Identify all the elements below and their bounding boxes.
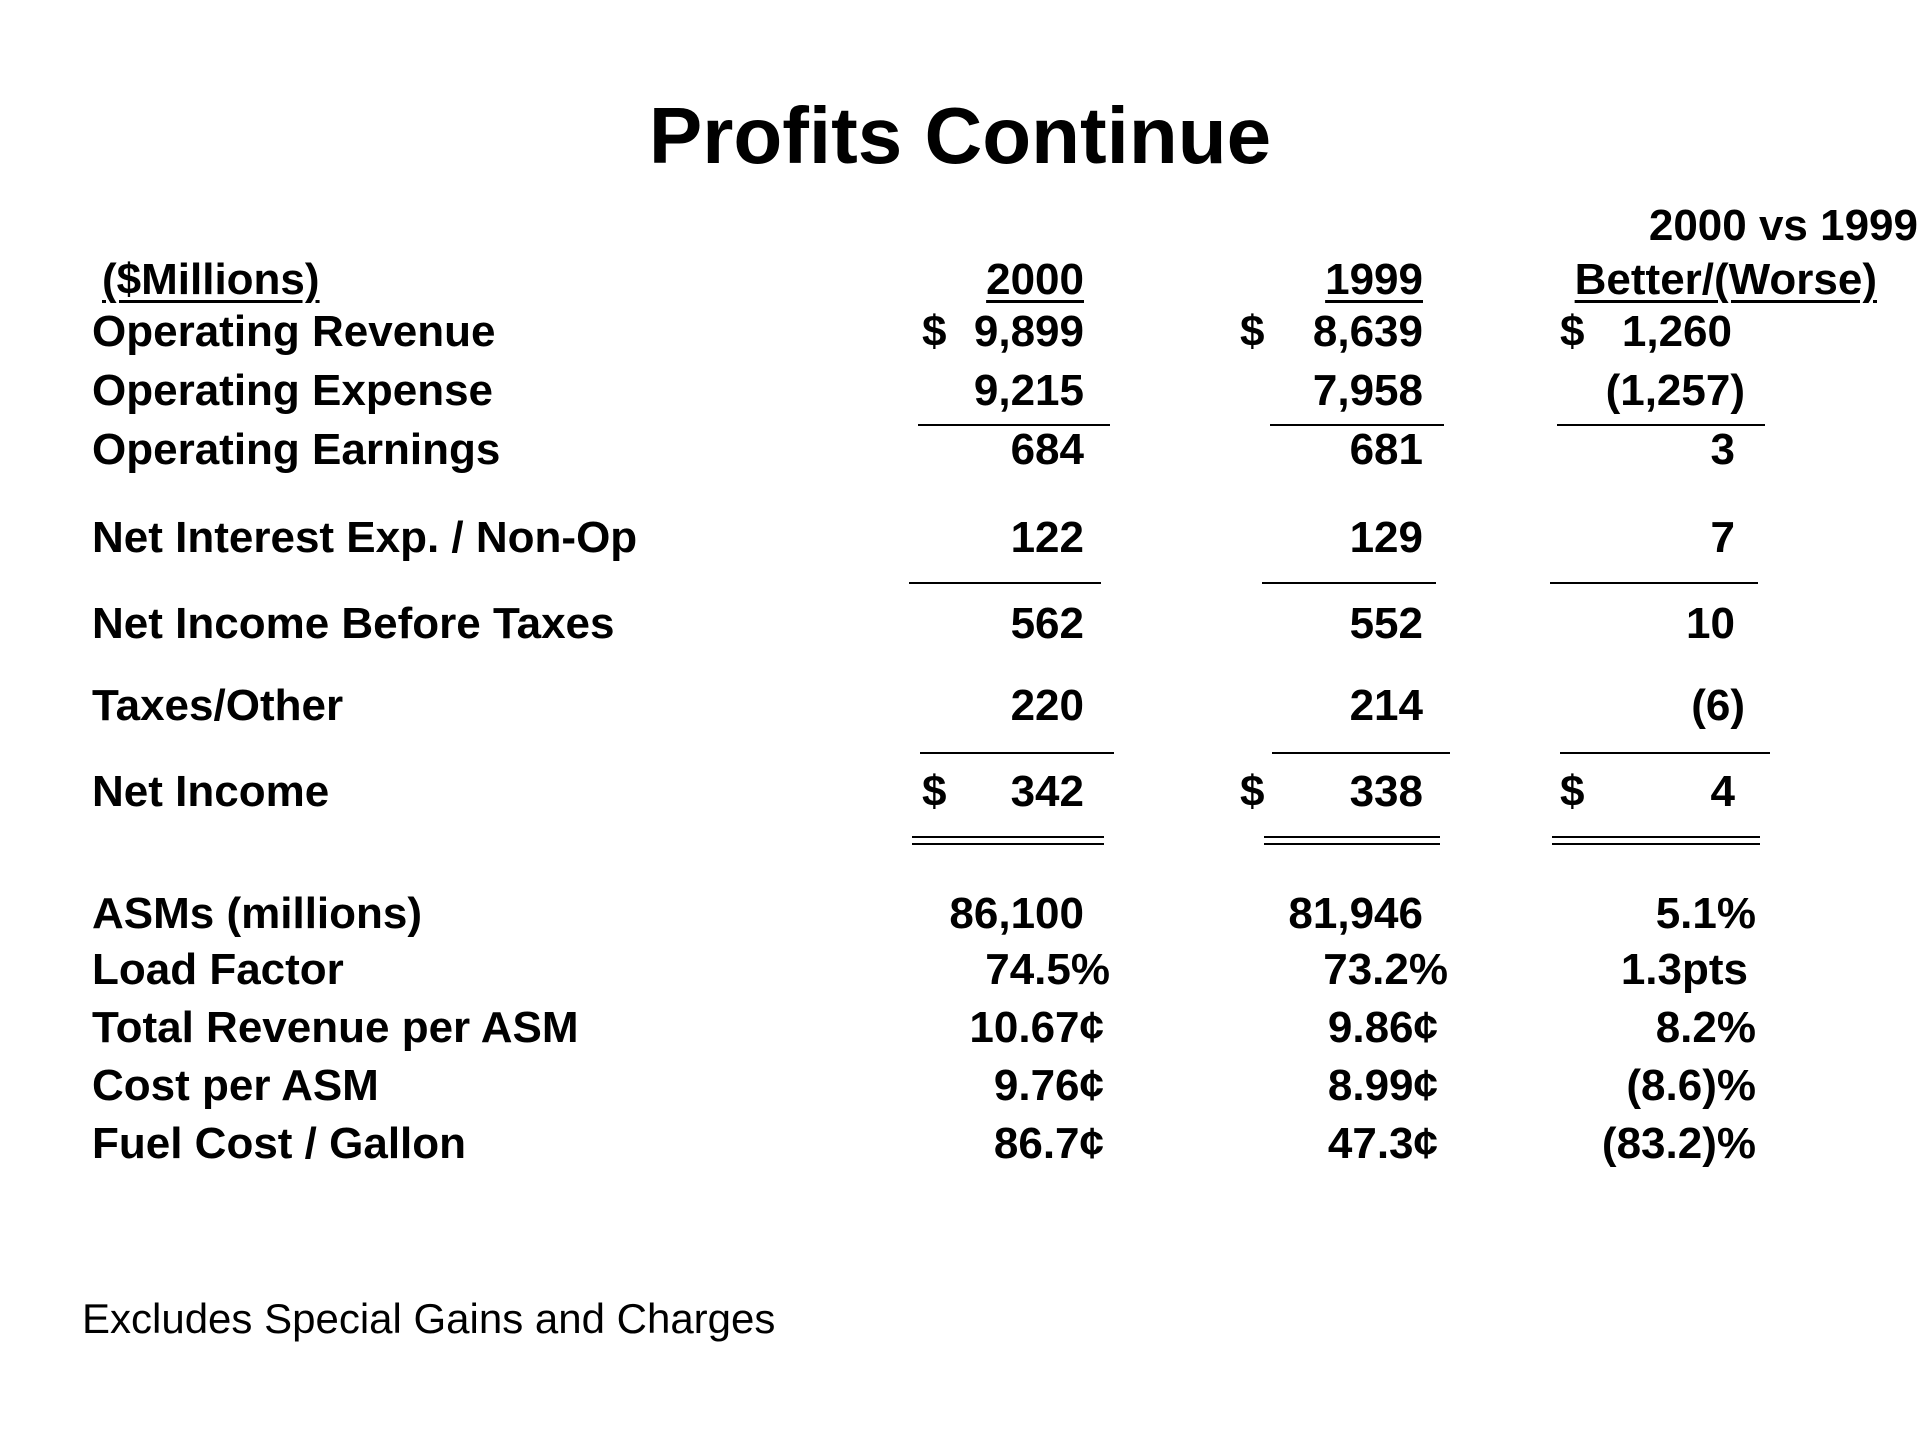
stat-value-2000: 10.67¢	[969, 1003, 1104, 1052]
footnote: Excludes Special Gains and Charges	[82, 1295, 776, 1342]
stat-value-difference: 8.2%	[1655, 1003, 1756, 1052]
stat-label-cost-per-asm: Cost per ASM	[92, 1061, 379, 1110]
units-header: ($Millions)	[102, 255, 320, 304]
currency-symbol: $	[1560, 767, 1585, 816]
value-1999: 338	[1349, 767, 1423, 816]
value-difference: 4	[1710, 767, 1735, 816]
currency-symbol: $	[922, 307, 947, 356]
value-2000: 9,215	[973, 366, 1084, 415]
value-2000: 9,899	[973, 307, 1084, 356]
value-difference: (6)	[1691, 681, 1745, 730]
value-difference: 7	[1710, 513, 1735, 562]
subtotal-rule	[1560, 752, 1770, 754]
value-1999: 129	[1349, 513, 1423, 562]
value-difference: 3	[1710, 425, 1735, 474]
stat-value-2000: 86.7¢	[993, 1119, 1104, 1168]
value-1999: 681	[1349, 425, 1423, 474]
subtotal-rule	[1270, 424, 1444, 426]
stat-value-2000: 74.5%	[985, 945, 1110, 994]
stat-value-2000: 9.76¢	[993, 1061, 1104, 1110]
total-double-rule	[1264, 836, 1440, 845]
value-2000: 562	[1010, 599, 1084, 648]
row-label-operating-revenue: Operating Revenue	[92, 307, 496, 356]
total-double-rule	[912, 836, 1104, 845]
column-header-2000: 2000	[986, 255, 1084, 304]
value-2000: 684	[1010, 425, 1084, 474]
currency-symbol: $	[1560, 307, 1585, 356]
stat-value-1999: 73.2%	[1323, 945, 1448, 994]
value-difference: (1,257)	[1605, 366, 1745, 415]
value-2000: 220	[1010, 681, 1084, 730]
value-difference: 1,260	[1621, 307, 1732, 356]
stat-label-fuel-cost: Fuel Cost / Gallon	[92, 1119, 467, 1168]
stat-value-1999: 47.3¢	[1327, 1119, 1438, 1168]
subtotal-rule	[918, 424, 1110, 426]
value-1999: 214	[1349, 681, 1423, 730]
subtotal-rule	[1557, 424, 1765, 426]
stat-value-2000: 86,100	[949, 889, 1084, 938]
subtotal-rule	[909, 582, 1101, 584]
row-label-net-income-before-taxes: Net Income Before Taxes	[92, 599, 615, 648]
column-header-1999: 1999	[1325, 255, 1423, 304]
currency-symbol: $	[1240, 307, 1265, 356]
stat-value-difference: (8.6)%	[1626, 1061, 1756, 1110]
total-double-rule	[1552, 836, 1760, 845]
page-title: Profits Continue	[648, 91, 1272, 180]
stat-value-difference: 1.3pts	[1620, 945, 1748, 994]
comparison-header-bottom: Better/(Worse)	[1574, 255, 1877, 304]
stat-value-difference: 5.1%	[1655, 889, 1756, 938]
row-label-net-interest: Net Interest Exp. / Non-Op	[92, 513, 638, 562]
value-difference: 10	[1686, 599, 1735, 648]
row-label-net-income: Net Income	[92, 767, 330, 816]
stat-label-asms: ASMs (millions)	[92, 889, 423, 938]
comparison-header-top: 2000 vs 1999	[1648, 201, 1918, 250]
subtotal-rule	[920, 752, 1114, 754]
row-label-taxes-other: Taxes/Other	[92, 681, 344, 730]
value-1999: 552	[1349, 599, 1423, 648]
row-label-operating-expense: Operating Expense	[92, 366, 494, 415]
value-1999: 8,639	[1312, 307, 1423, 356]
currency-symbol: $	[922, 767, 947, 816]
stat-value-difference: (83.2)%	[1601, 1119, 1756, 1168]
stat-value-1999: 81,946	[1288, 889, 1423, 938]
subtotal-rule	[1272, 752, 1450, 754]
stat-label-revenue-per-asm: Total Revenue per ASM	[92, 1003, 579, 1052]
row-label-operating-earnings: Operating Earnings	[92, 425, 501, 474]
stat-value-1999: 9.86¢	[1327, 1003, 1438, 1052]
currency-symbol: $	[1240, 767, 1265, 816]
value-1999: 7,958	[1312, 366, 1423, 415]
stat-label-load-factor: Load Factor	[92, 945, 344, 994]
value-2000: 342	[1010, 767, 1084, 816]
value-2000: 122	[1010, 513, 1084, 562]
stat-value-1999: 8.99¢	[1327, 1061, 1438, 1110]
subtotal-rule	[1550, 582, 1758, 584]
subtotal-rule	[1262, 582, 1436, 584]
